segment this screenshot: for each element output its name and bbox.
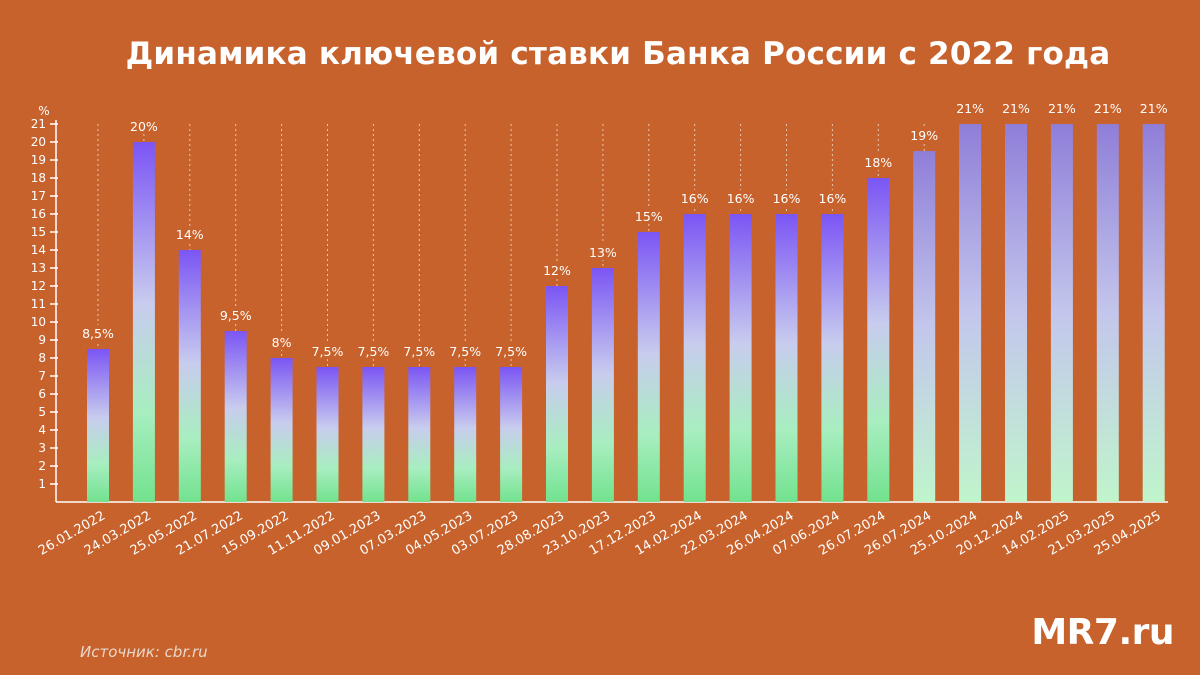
data-label: 21% bbox=[956, 101, 984, 116]
data-label: 15% bbox=[635, 209, 663, 224]
data-label: 7,5% bbox=[358, 344, 390, 359]
data-label-bg bbox=[1002, 100, 1030, 116]
data-label: 9,5% bbox=[220, 308, 252, 323]
data-label: 7,5% bbox=[495, 344, 527, 359]
bar-04.05.2023 bbox=[454, 367, 477, 502]
bar-24.03.2022 bbox=[132, 142, 155, 502]
data-label: 14% bbox=[176, 227, 204, 242]
data-label: 7,5% bbox=[449, 344, 481, 359]
data-label: 21% bbox=[1048, 101, 1076, 116]
y-tick-label: 16 bbox=[31, 207, 46, 221]
data-label: 19% bbox=[910, 128, 938, 143]
bar-26.07.2024 bbox=[867, 178, 890, 502]
bar-21.07.2022 bbox=[224, 331, 247, 502]
data-label-bg bbox=[81, 325, 115, 341]
data-label: 13% bbox=[589, 245, 617, 260]
y-tick-label: 17 bbox=[31, 189, 46, 203]
bar-07.03.2023 bbox=[408, 367, 431, 502]
data-label: 21% bbox=[1094, 101, 1122, 116]
data-label-bg bbox=[494, 343, 528, 359]
data-label-bg bbox=[176, 226, 203, 242]
y-tick-label: 4 bbox=[38, 423, 46, 437]
data-label-bg bbox=[957, 100, 984, 116]
data-label-bg bbox=[218, 307, 253, 323]
data-label: 7,5% bbox=[312, 344, 344, 359]
data-label: 16% bbox=[773, 191, 801, 206]
data-label-bg bbox=[543, 262, 571, 278]
data-label: 16% bbox=[681, 191, 709, 206]
bar-26.07.2024 bbox=[913, 151, 936, 502]
data-label-bg bbox=[1094, 100, 1121, 116]
data-label-bg bbox=[819, 190, 846, 206]
bar-09.01.2023 bbox=[362, 367, 385, 502]
bar-28.08.2023 bbox=[546, 286, 568, 502]
data-label-bg bbox=[865, 154, 892, 170]
data-label-bg bbox=[310, 343, 345, 359]
y-tick-label: 6 bbox=[38, 387, 46, 401]
data-label: 12% bbox=[543, 263, 571, 278]
y-axis-unit: % bbox=[38, 104, 49, 118]
y-tick-label: 12 bbox=[31, 279, 46, 293]
data-label-bg bbox=[130, 118, 157, 134]
bar-21.03.2025 bbox=[1096, 124, 1119, 502]
y-tick-label: 15 bbox=[31, 225, 46, 239]
data-label: 16% bbox=[727, 191, 755, 206]
y-tick-label: 11 bbox=[31, 297, 46, 311]
data-label-bg bbox=[911, 127, 938, 143]
y-tick-label: 13 bbox=[31, 261, 46, 275]
data-label: 8,5% bbox=[82, 326, 114, 341]
y-tick-label: 14 bbox=[31, 243, 46, 257]
data-label: 7,5% bbox=[403, 344, 435, 359]
bar-23.10.2023 bbox=[591, 268, 614, 502]
bar-07.06.2024 bbox=[821, 214, 844, 502]
y-tick-label: 3 bbox=[38, 441, 46, 455]
y-tick-label: 1 bbox=[38, 477, 46, 491]
bar-17.12.2023 bbox=[637, 232, 660, 502]
bar-11.11.2022 bbox=[316, 367, 339, 502]
brand-logo: MR7.ru bbox=[1031, 612, 1174, 653]
data-label: 8% bbox=[272, 335, 292, 350]
y-tick-label: 18 bbox=[31, 171, 46, 185]
chart-title: Динамика ключевой ставки Банка России с … bbox=[125, 36, 1111, 72]
bar-14.02.2024 bbox=[683, 214, 706, 502]
bar-26.01.2022 bbox=[87, 349, 109, 502]
y-tick-label: 2 bbox=[38, 459, 46, 473]
y-tick-label: 20 bbox=[31, 135, 46, 149]
bar-15.09.2022 bbox=[270, 358, 293, 502]
data-label-bg bbox=[356, 343, 391, 359]
y-tick-label: 8 bbox=[38, 351, 46, 365]
data-label-bg bbox=[589, 244, 616, 260]
data-label-bg bbox=[1140, 100, 1167, 116]
data-label: 21% bbox=[1002, 101, 1030, 116]
y-tick-label: 9 bbox=[38, 333, 46, 347]
y-tick-label: 7 bbox=[38, 369, 46, 383]
data-label: 16% bbox=[819, 191, 847, 206]
data-label-bg bbox=[272, 334, 291, 350]
bar-25.05.2022 bbox=[178, 250, 201, 502]
data-label-bg bbox=[773, 190, 800, 206]
bar-20.12.2024 bbox=[1005, 124, 1027, 502]
bar-22.03.2024 bbox=[729, 214, 752, 502]
bar-26.04.2024 bbox=[775, 214, 798, 502]
data-label-bg bbox=[635, 208, 662, 224]
bar-14.02.2025 bbox=[1050, 124, 1073, 502]
y-tick-label: 5 bbox=[38, 405, 46, 419]
y-tick-label: 21 bbox=[31, 117, 46, 131]
data-label-bg bbox=[402, 343, 437, 359]
data-label: 18% bbox=[864, 155, 892, 170]
data-label-bg bbox=[448, 343, 482, 359]
data-label: 20% bbox=[130, 119, 158, 134]
y-tick-label: 10 bbox=[31, 315, 46, 329]
data-label-bg bbox=[727, 190, 754, 206]
bar-03.07.2023 bbox=[500, 367, 523, 502]
y-tick-label: 19 bbox=[31, 153, 46, 167]
bar-25.10.2024 bbox=[959, 124, 982, 502]
data-label-bg bbox=[681, 190, 708, 206]
data-label: 21% bbox=[1140, 101, 1168, 116]
data-label-bg bbox=[1048, 100, 1075, 116]
bar-25.04.2025 bbox=[1142, 124, 1165, 502]
source-note: Источник: cbr.ru bbox=[80, 643, 208, 661]
